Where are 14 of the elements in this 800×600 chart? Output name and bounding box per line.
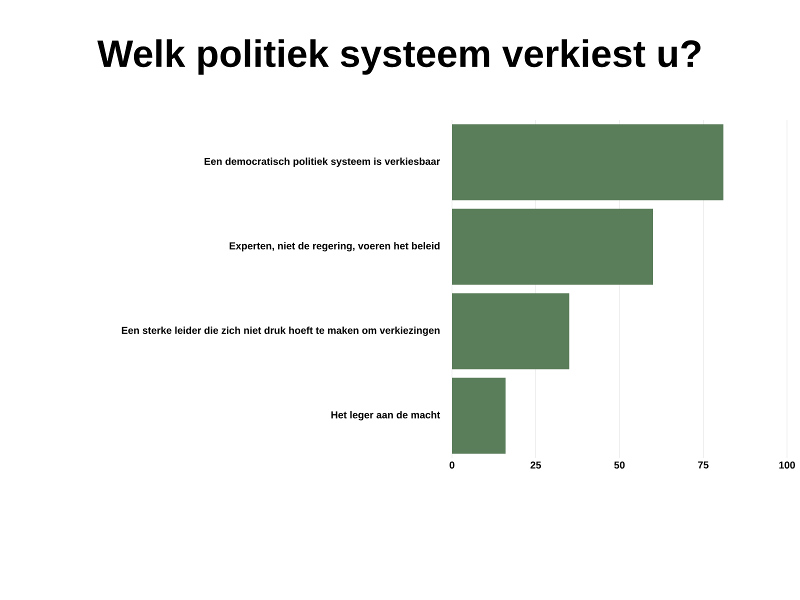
y-tick-label: Het leger aan de macht bbox=[331, 411, 440, 420]
bar bbox=[452, 293, 570, 370]
y-tick-label: Experten, niet de regering, voeren het beleid bbox=[230, 242, 440, 252]
bar bbox=[452, 378, 506, 454]
bar bbox=[452, 208, 653, 285]
y-tick-label: Een democratisch politiek systeem is verkiesbaar bbox=[204, 158, 440, 167]
bar bbox=[452, 124, 724, 200]
y-tick-label: Een sterke leider die zich niet druk hoeft te maken om verkiezingen bbox=[122, 326, 440, 336]
x-tick-label: 100 bbox=[779, 462, 795, 469]
chart-title: Welk politiek systeem verkiest u? bbox=[97, 39, 700, 75]
x-tick-label: 50 bbox=[614, 462, 625, 469]
x-tick-label: 0 bbox=[450, 462, 454, 469]
x-tick-label: 25 bbox=[530, 462, 542, 469]
x-tick-label: 75 bbox=[698, 462, 709, 469]
